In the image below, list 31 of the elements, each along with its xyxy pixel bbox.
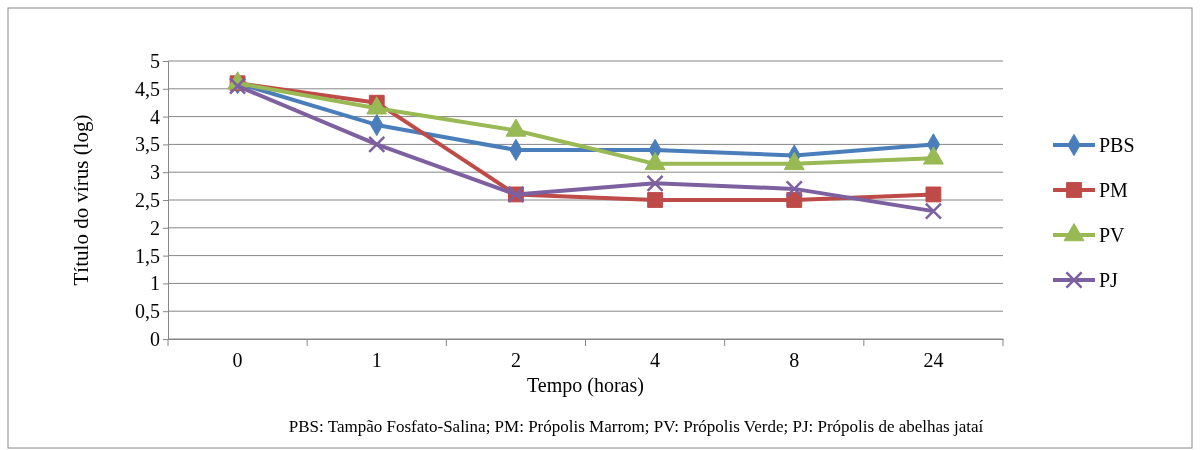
x-tick-label: 4: [650, 349, 661, 372]
x-tick-label: 1: [371, 349, 382, 372]
x-tick-label: 0: [232, 349, 243, 372]
y-axis-title: Título do vírus (log): [69, 114, 93, 286]
y-tick-label: 2: [150, 216, 160, 239]
point: [786, 192, 803, 208]
x-axis-title: Tempo (horas): [527, 374, 644, 397]
y-tick-label: 4,5: [135, 77, 160, 100]
y-tick-label: 3,5: [135, 133, 160, 156]
y-tick-label: 5: [150, 49, 160, 72]
x-tick-label: 24: [923, 349, 944, 372]
y-tick-label: 2,5: [135, 188, 160, 211]
point: [925, 186, 942, 203]
point: [785, 180, 804, 198]
text: PBS: Tampão Fosfato-Salina; PM: Própolis Marrom; PV: Própolis Verde; PJ: Própolis de abelhas jataí: [288, 417, 984, 436]
legend-label: PV: [1099, 224, 1126, 246]
y-tick-label: 0: [150, 327, 160, 350]
x-tick-label: 2: [510, 349, 521, 372]
point: [367, 135, 386, 154]
y-tick-label: 1: [150, 272, 160, 295]
legend-label: PM: [1099, 179, 1129, 201]
legend-label: PJ: [1099, 269, 1119, 291]
point: [647, 192, 663, 208]
y-tick-label: 4: [150, 105, 160, 128]
point: [924, 202, 943, 220]
point: [646, 174, 664, 193]
y-tick-label: 1,5: [135, 244, 160, 267]
x-tick-label: 8: [789, 349, 800, 372]
y-tick-label: 0,5: [135, 300, 160, 323]
y-tick-label: 3: [150, 161, 160, 184]
legend-label: PBS: [1099, 134, 1135, 156]
